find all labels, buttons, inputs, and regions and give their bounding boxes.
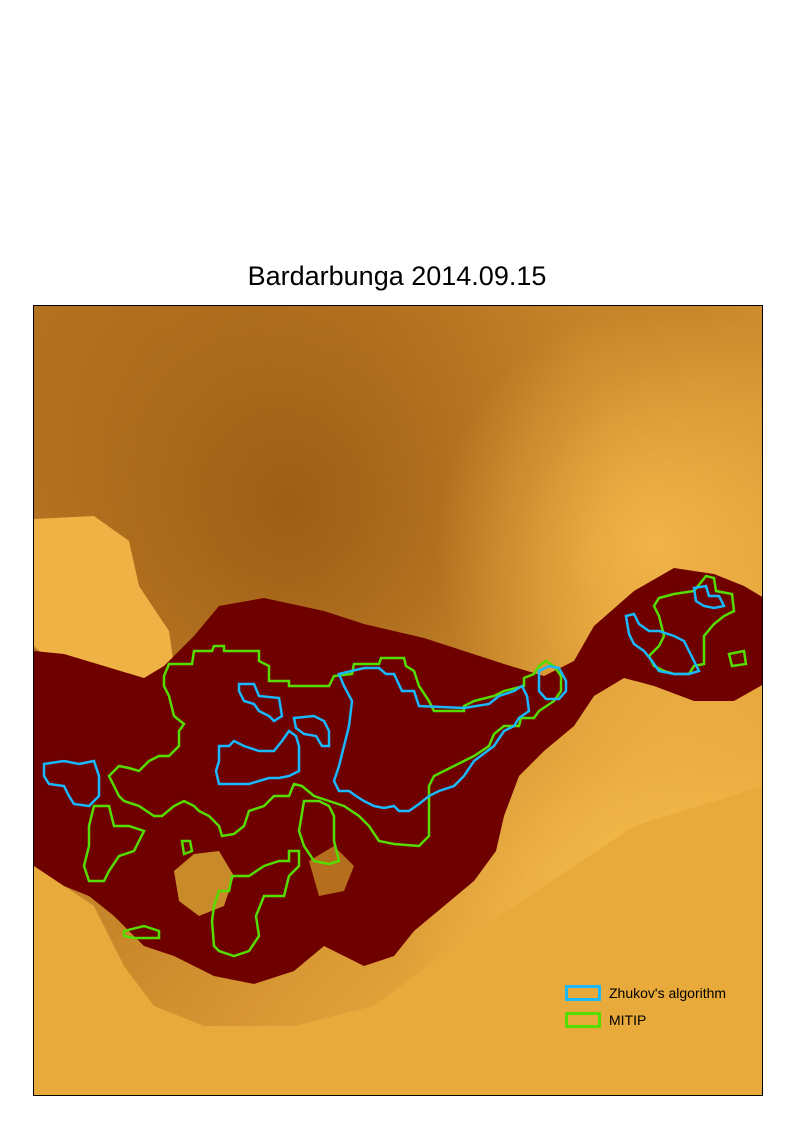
terrain-island	[174, 851, 234, 916]
zhukov-outline-northwest	[237, 682, 284, 723]
mitip-outline-small-2	[180, 839, 194, 856]
zhukov-outline-west	[214, 729, 301, 786]
terrain-bright-bottom-left	[34, 786, 762, 1095]
zhukov-outline-east-small	[692, 584, 726, 610]
legend-swatch-mitip	[565, 1012, 601, 1028]
zhukov-outlines	[42, 584, 726, 813]
mitip-outline-south	[210, 849, 301, 958]
mitip-outline-east-small	[727, 649, 748, 668]
zhukov-outline-east	[624, 612, 701, 676]
mitip-outline-small-1	[122, 924, 161, 940]
zhukov-outline-far-west	[42, 759, 101, 808]
legend-label-zhukov: Zhukov's algorithm	[609, 985, 727, 1001]
map-title: Bardarbunga 2014.09.15	[247, 261, 547, 291]
thermal-map	[34, 306, 762, 1095]
terrain-island-2	[309, 846, 354, 896]
zhukov-outline-small-mid	[292, 714, 331, 748]
zhukov-outline-central	[332, 666, 531, 813]
mitip-outlines	[82, 574, 748, 958]
mitip-outline-middle	[297, 799, 341, 866]
mitip-outline-southwest	[82, 804, 146, 883]
terrain-bright-left	[34, 516, 174, 686]
mitip-outline-east	[647, 574, 736, 676]
zhukov-outline-east-lobe	[537, 664, 568, 701]
legend-label-mitip: MITIP	[609, 1012, 647, 1028]
mitip-outline-west	[107, 644, 563, 848]
map-frame	[33, 305, 763, 1096]
legend-swatch-zhukov	[565, 985, 601, 1001]
